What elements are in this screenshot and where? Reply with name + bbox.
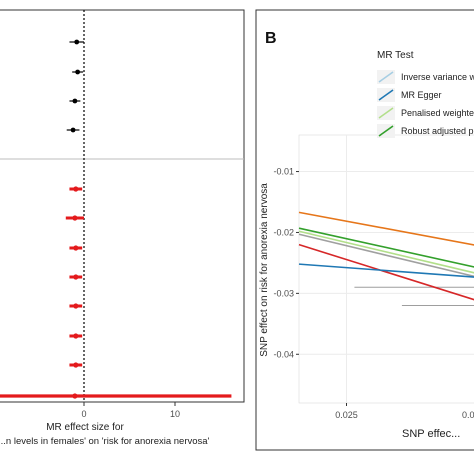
effect-point — [72, 393, 78, 399]
effect-point — [72, 98, 78, 104]
mr-series-line — [298, 211, 474, 246]
effect-point — [70, 127, 76, 133]
panel-a-x-ticks: 0 10 — [81, 402, 180, 419]
x-tick-label: 0 — [81, 409, 86, 419]
panel-a-frame — [0, 9, 245, 403]
legend-title: MR Test — [377, 50, 414, 61]
panel-b-gridlines — [299, 135, 474, 403]
y-tick-label: -0.01 — [273, 167, 294, 177]
panel-a-xlabel-line-1: MR effect size for — [46, 422, 124, 433]
panel-b-letter: B — [265, 30, 277, 47]
effect-point — [73, 245, 79, 251]
panel-a-xlabel-line-2: ...n levels in females' on 'risk for ano… — [0, 436, 210, 447]
x-tick-label: 0.025 — [335, 410, 358, 420]
panel-b-frame — [255, 9, 474, 451]
mr-series-line — [298, 227, 474, 268]
mr-series-line — [298, 233, 474, 278]
panel-b-plot-area — [298, 134, 474, 404]
y-tick-label: -0.02 — [273, 227, 294, 237]
legend-key-line — [378, 89, 394, 101]
x-tick-label: 0.0... — [462, 410, 474, 420]
effect-point — [73, 186, 79, 192]
y-tick-label: -0.03 — [273, 288, 294, 298]
mr-series-line — [298, 230, 474, 274]
effect-point — [72, 215, 78, 221]
legend-key-line — [378, 125, 394, 137]
effect-point — [73, 274, 79, 280]
panel-b-legend: MR Test Inverse variance w... MR Egger Pen… — [377, 50, 474, 138]
effect-point — [73, 362, 79, 368]
effect-point — [75, 69, 81, 75]
panel-b-ticks: -0.01 -0.02 -0.03 -0.04 0.025 0.0... — [273, 167, 474, 420]
effect-point — [73, 303, 79, 309]
legend-entry-label: Penalised weighte... — [401, 108, 474, 118]
effect-point — [73, 333, 79, 339]
mr-series-line — [298, 263, 474, 278]
x-tick-label: 10 — [170, 409, 180, 419]
panel-b-ylabel: SNP effect on risk for anorexia nervosa — [259, 183, 270, 357]
legend-key-line — [378, 107, 394, 119]
legend-entry-label: MR Egger — [401, 90, 442, 100]
mr-series-line — [298, 243, 474, 301]
panel-a-points — [0, 39, 232, 399]
panel-b-xlabel: SNP effec... — [402, 428, 460, 440]
legend-entry-label: Inverse variance w... — [401, 72, 474, 82]
panel-b-series — [298, 211, 474, 307]
legend-entries: Inverse variance w... MR Egger Penalised w… — [377, 70, 474, 138]
legend-entry-label: Robust adjusted p... — [401, 126, 474, 136]
y-tick-label: -0.04 — [273, 349, 294, 359]
legend-key-line — [378, 71, 394, 83]
effect-point — [74, 39, 80, 45]
